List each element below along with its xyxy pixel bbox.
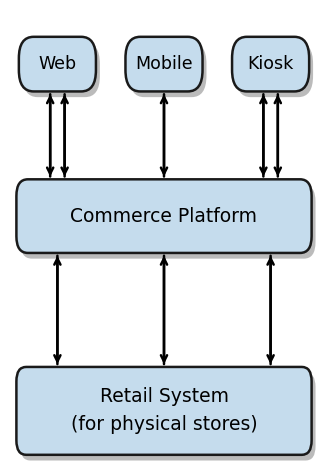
FancyBboxPatch shape — [130, 43, 207, 97]
FancyBboxPatch shape — [16, 367, 312, 455]
FancyBboxPatch shape — [23, 43, 100, 97]
FancyBboxPatch shape — [236, 43, 313, 97]
FancyBboxPatch shape — [19, 37, 96, 91]
Text: Web: Web — [38, 55, 76, 73]
FancyBboxPatch shape — [20, 185, 316, 258]
FancyBboxPatch shape — [232, 37, 309, 91]
Text: Mobile: Mobile — [135, 55, 193, 73]
FancyBboxPatch shape — [20, 372, 316, 461]
Text: Retail System
(for physical stores): Retail System (for physical stores) — [71, 388, 257, 434]
FancyBboxPatch shape — [16, 180, 312, 253]
FancyBboxPatch shape — [126, 37, 203, 91]
Text: Kiosk: Kiosk — [247, 55, 294, 73]
Text: Commerce Platform: Commerce Platform — [71, 207, 257, 226]
